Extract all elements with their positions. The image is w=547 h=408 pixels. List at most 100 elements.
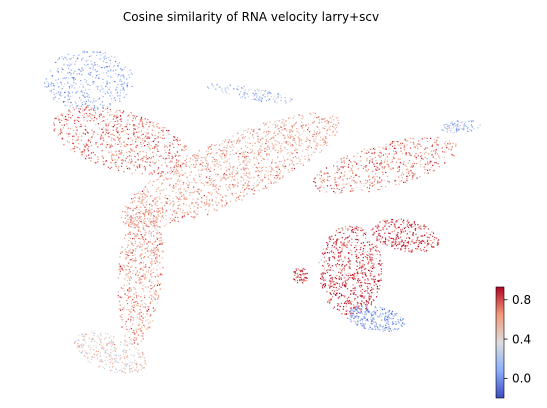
data-point-left-vertical-stem	[141, 235, 143, 238]
data-point-central-diagonal	[167, 198, 169, 200]
data-point-right-red-cluster	[344, 314, 346, 316]
data-point-upper-left-red	[136, 145, 138, 147]
data-point-top-left-blue	[104, 52, 106, 54]
data-point-left-vertical-stem	[121, 251, 123, 253]
data-point-central-diagonal	[198, 193, 200, 195]
data-point-central-diagonal	[203, 157, 205, 159]
data-point-right-branch	[412, 160, 414, 162]
data-point-right-red-cluster	[329, 266, 332, 269]
data-point-central-diagonal	[190, 164, 193, 166]
data-point-central-diagonal	[131, 201, 133, 203]
data-point-top-left-blue	[117, 83, 119, 86]
data-point-right-branch	[435, 149, 437, 151]
data-point-right-branch	[358, 176, 360, 178]
data-point-central-diagonal	[253, 130, 255, 132]
data-point-right-branch	[340, 166, 342, 168]
data-point-bottom-left-tail	[134, 369, 136, 371]
data-point-upper-left-red	[169, 142, 171, 144]
data-point-right-red-cluster	[420, 242, 422, 244]
data-point-central-diagonal	[327, 128, 329, 130]
data-point-top-left-blue	[74, 87, 76, 89]
data-point-right-red-cluster	[420, 225, 422, 227]
data-point-central-diagonal	[156, 207, 158, 209]
data-point-right-red-cluster	[373, 267, 375, 269]
data-point-right-red-cluster	[373, 263, 375, 265]
data-point-right-branch	[409, 174, 411, 176]
data-point-left-vertical-stem	[157, 225, 159, 228]
data-point-central-diagonal	[224, 194, 226, 197]
data-point-central-diagonal	[215, 159, 217, 161]
data-point-central-diagonal	[126, 206, 128, 208]
data-point-top-left-blue	[106, 80, 108, 82]
data-point-right-red-cluster	[417, 224, 419, 226]
data-point-central-diagonal	[291, 169, 293, 171]
data-point-top-left-blue	[70, 101, 72, 104]
data-point-left-vertical-stem	[145, 209, 147, 211]
data-point-central-diagonal	[255, 157, 258, 159]
data-point-central-diagonal	[144, 211, 146, 214]
data-point-bottom-left-tail	[123, 343, 126, 345]
data-point-right-red-cluster	[408, 250, 410, 252]
data-point-top-left-blue	[119, 95, 121, 97]
data-point-right-red-cluster	[341, 248, 343, 250]
data-point-right-branch	[407, 140, 409, 142]
data-point-right-red-cluster	[347, 241, 349, 243]
data-point-bottom-left-tail	[93, 334, 95, 337]
data-point-upper-left-red	[105, 128, 107, 130]
data-point-right-branch	[421, 157, 423, 159]
data-point-upper-left-red	[152, 161, 154, 163]
data-point-upper-left-red	[145, 131, 147, 134]
data-point-upper-left-red	[135, 138, 137, 140]
data-point-left-vertical-stem	[159, 274, 161, 276]
data-point-right-red-cluster	[365, 231, 367, 233]
data-point-central-diagonal	[249, 142, 251, 144]
data-point-bottom-left-tail	[129, 371, 131, 373]
data-point-top-left-blue	[101, 86, 103, 88]
data-point-bottom-left-tail	[111, 358, 114, 360]
data-point-right-red-cluster	[428, 242, 430, 244]
data-point-right-red-cluster	[299, 273, 301, 275]
data-point-central-diagonal	[249, 174, 251, 176]
data-point-upper-left-red	[145, 152, 147, 154]
data-point-upper-left-red	[174, 139, 176, 141]
data-point-upper-left-red	[104, 134, 106, 136]
data-point-upper-left-red	[138, 131, 140, 133]
data-point-upper-left-red	[141, 130, 143, 132]
data-point-right-red-cluster	[329, 300, 331, 302]
data-point-upper-left-red	[60, 114, 62, 116]
data-point-left-vertical-stem	[129, 321, 131, 323]
data-point-upper-left-red	[144, 140, 146, 142]
data-point-upper-left-red	[174, 153, 176, 155]
data-point-left-vertical-stem	[130, 339, 132, 341]
data-point-left-vertical-stem	[147, 250, 149, 252]
data-point-right-red-cluster	[337, 297, 339, 299]
data-point-central-diagonal	[143, 199, 145, 201]
data-point-upper-left-red	[100, 113, 102, 115]
data-point-central-diagonal	[271, 142, 273, 144]
data-point-bottom-left-tail	[135, 369, 137, 371]
data-point-right-red-cluster	[334, 234, 337, 236]
data-point-upper-left-red	[171, 171, 173, 173]
data-point-right-branch	[355, 181, 357, 183]
data-point-left-vertical-stem	[137, 334, 140, 336]
data-point-upper-left-red	[85, 107, 87, 109]
data-point-central-diagonal	[278, 174, 280, 176]
data-point-upper-left-red	[120, 165, 123, 167]
data-point-central-diagonal	[225, 156, 227, 158]
data-point-right-red-cluster	[347, 252, 350, 254]
data-point-upper-left-red	[81, 115, 84, 117]
data-point-right-red-cluster	[405, 245, 407, 247]
data-point-bottom-left-tail	[85, 342, 87, 344]
data-point-left-vertical-stem	[135, 224, 137, 226]
data-point-top-left-blue	[123, 77, 125, 79]
data-point-central-diagonal	[180, 191, 182, 193]
data-point-left-vertical-stem	[151, 269, 153, 271]
data-point-right-red-cluster	[345, 285, 347, 287]
data-point-bottom-left-tail	[98, 337, 100, 339]
data-point-bottom-left-tail	[91, 338, 94, 340]
data-point-bottom-left-tail	[137, 356, 140, 358]
data-point-upper-left-red	[75, 132, 77, 134]
data-point-upper-left-red	[61, 137, 63, 139]
data-point-central-diagonal	[211, 156, 214, 158]
data-point-upper-left-red	[126, 122, 128, 124]
